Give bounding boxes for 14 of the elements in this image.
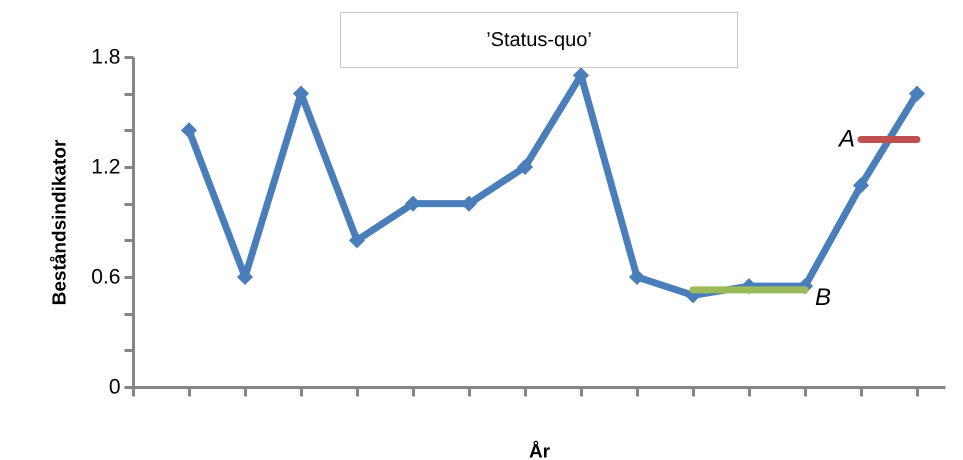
point xyxy=(180,122,198,138)
series-label: A xyxy=(836,126,855,152)
point xyxy=(516,158,534,176)
y-tick-label: 0 xyxy=(108,376,120,398)
point xyxy=(852,177,870,194)
y-tick-label: 1.2 xyxy=(91,156,120,178)
point xyxy=(628,268,646,286)
series-label: B xyxy=(815,284,832,311)
x-axis-title: År xyxy=(528,440,551,460)
point xyxy=(348,232,366,248)
y-tick-label: 0.6 xyxy=(91,266,120,288)
y-tick-label: 1.8 xyxy=(91,46,120,68)
point xyxy=(908,86,926,102)
y-axis-title: Beståndsindikator xyxy=(49,139,70,306)
